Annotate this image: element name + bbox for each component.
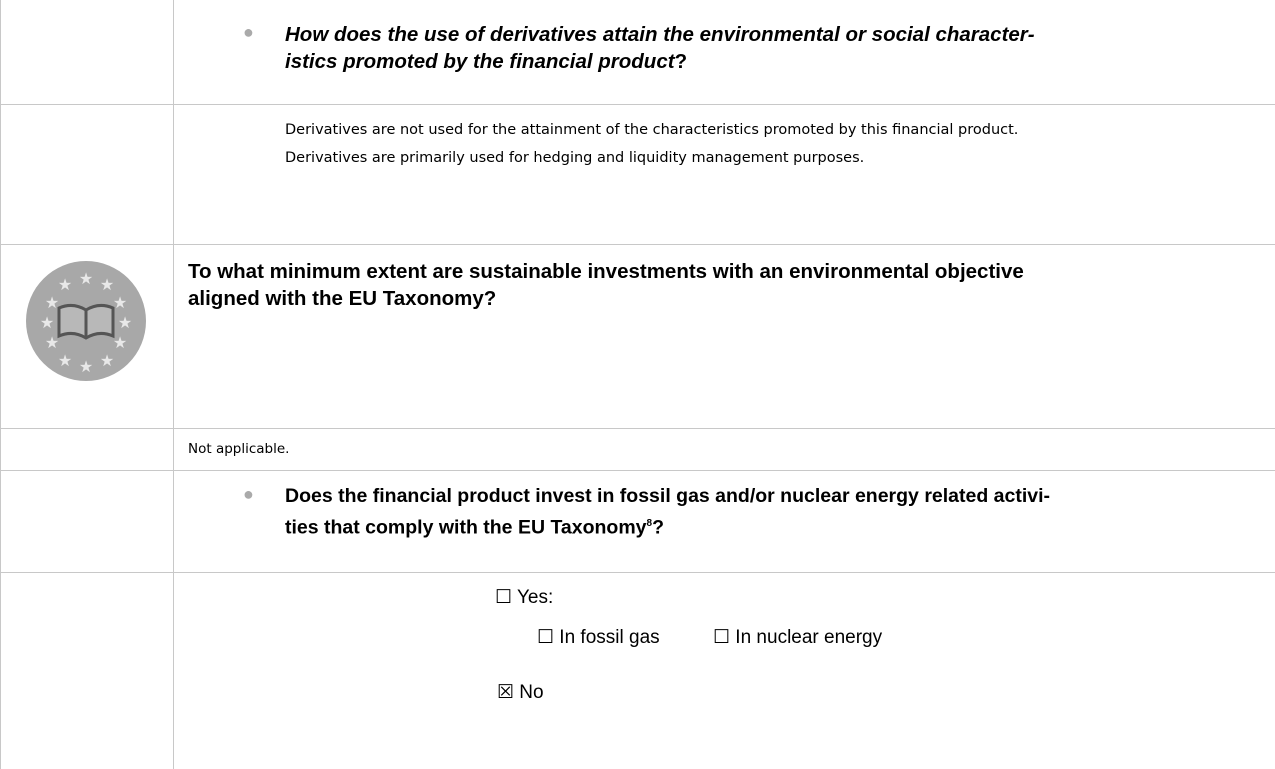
option-fossil-gas: ☐ In fossil gas [537,627,660,648]
question-mark: ? [652,516,665,539]
svg-text:★: ★ [45,333,59,352]
svg-text:★: ★ [79,357,93,376]
svg-text:★: ★ [113,293,127,312]
option-nuclear: ☐ In nuclear energy [713,627,883,648]
svg-text:★: ★ [100,275,114,294]
svg-text:★: ★ [100,351,114,370]
svg-text:★: ★ [58,351,72,370]
svg-text:★: ★ [58,275,72,294]
taxonomy-question: To what minimum extent are sustainable i… [188,258,1024,312]
taxonomy-answer: Not applicable. [188,441,290,457]
option-no: ☒ No [497,682,544,703]
question-line: ties that comply with the EU Taxonomy [285,516,647,539]
svg-text:★: ★ [40,313,54,332]
option-yes: ☐ Yes: [495,587,554,608]
row-divider [0,244,1275,245]
derivatives-question: How does the use of derivatives attain t… [285,21,1035,75]
derivatives-answer: Derivatives are not used for the attainm… [285,116,1018,172]
taxonomy-icon: ★★ ★ ★ ★★ ★ ★ ★★ ★★ [26,261,146,381]
svg-text:★: ★ [79,269,93,288]
left-border [0,0,1,769]
question-line: Does the financial product invest in fos… [285,485,1051,507]
column-divider [173,0,174,769]
bullet: ● [243,22,254,42]
fossil-question: Does the financial product invest in fos… [285,483,1050,542]
question-line: istics promoted by the financial product [285,50,675,73]
footnote-ref: 8 [646,518,653,529]
row-divider [0,428,1275,429]
svg-text:★: ★ [113,333,127,352]
answer-line: Derivatives are not used for the attainm… [285,122,1019,138]
question-line: To what minimum extent are sustainable i… [188,260,1024,283]
svg-text:★: ★ [118,313,132,332]
question-mark: ? [674,50,688,73]
question-line: How does the use of derivatives attain t… [285,23,1035,46]
row-divider [0,470,1275,471]
answer-line: Derivatives are primarily used for hedgi… [285,150,865,166]
row-divider [0,572,1275,573]
svg-text:★: ★ [45,293,59,312]
bullet: ● [243,484,254,504]
row-divider [0,104,1275,105]
question-line: aligned with the EU Taxonomy? [188,287,497,310]
